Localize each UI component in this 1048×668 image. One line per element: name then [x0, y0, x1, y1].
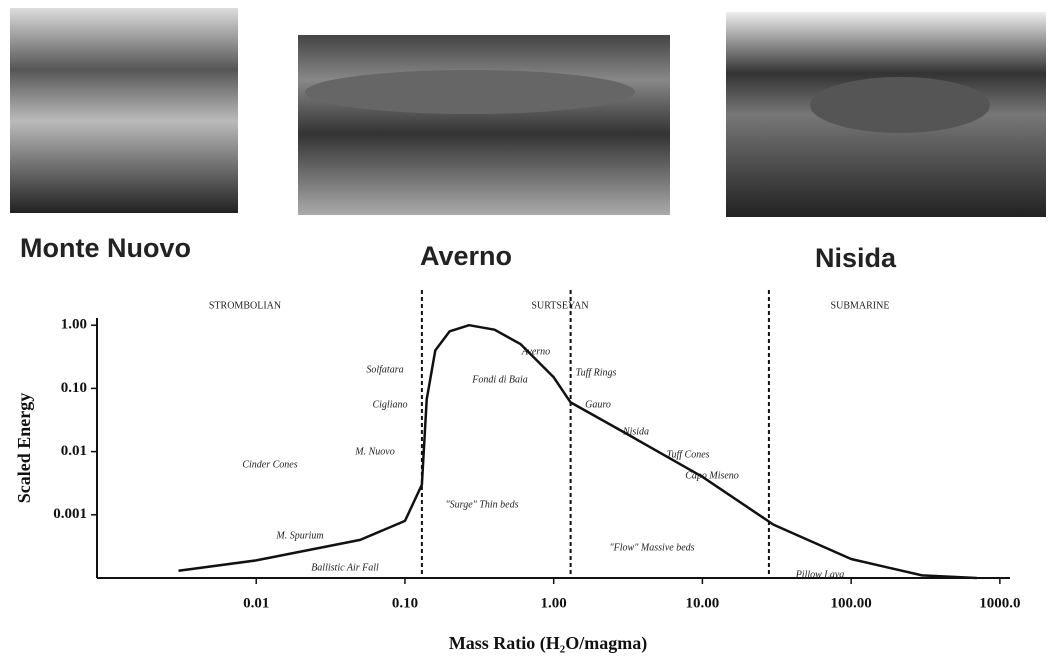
x-tick-label: 0.01 [243, 595, 269, 611]
photo-caption: Nisida [815, 243, 897, 273]
region-label: STROMBOLIAN [209, 300, 281, 311]
annotation: "Flow" Massive beds [609, 542, 694, 553]
photo-caption: Monte Nuovo [20, 233, 191, 263]
x-tick-label: 0.10 [392, 595, 418, 611]
annotation: Pillow Lava [795, 569, 845, 580]
annotation: Gauro [585, 399, 611, 410]
annotation: Ballistic Air Fall [311, 562, 379, 573]
photo [10, 8, 238, 213]
x-tick-label: 1.00 [541, 595, 567, 611]
y-tick-label: 0.01 [61, 443, 87, 459]
photo [298, 35, 670, 215]
x-tick-label: 1000.0 [979, 595, 1020, 611]
annotation: Nisida [622, 426, 649, 437]
annotation: Tuff Rings [576, 367, 617, 378]
figure: Monte Nuovo Averno Nisida Mass Ratio (H₂… [0, 0, 1048, 663]
y-tick-label: 1.00 [61, 317, 87, 333]
y-tick-label: 0.001 [53, 506, 87, 522]
region-label: SURTSEYAN [531, 300, 588, 311]
photo-detail [810, 77, 990, 133]
photo-detail [305, 70, 635, 114]
annotation: Cinder Cones [242, 459, 297, 470]
x-axis-label: Mass Ratio (H₂O/magma) [449, 633, 647, 654]
x-tick-label: 100.00 [831, 595, 872, 611]
y-axis-label: Scaled Energy [14, 393, 34, 504]
region-label: SUBMARINE [831, 300, 890, 311]
annotation: Solfatara [366, 364, 403, 375]
annotation: "Surge" Thin beds [445, 499, 518, 510]
photo-caption: Averno [420, 241, 512, 271]
annotation: M. Nuovo [354, 446, 394, 457]
x-tick-label: 10.00 [686, 595, 720, 611]
y-tick-label: 0.10 [61, 380, 87, 396]
annotation: Cigliano [372, 399, 407, 410]
annotation: M. Spurium [275, 530, 323, 541]
page: Monte Nuovo Averno Nisida Mass Ratio (H₂… [0, 0, 1048, 663]
annotation: Fondi di Baia [471, 374, 528, 385]
